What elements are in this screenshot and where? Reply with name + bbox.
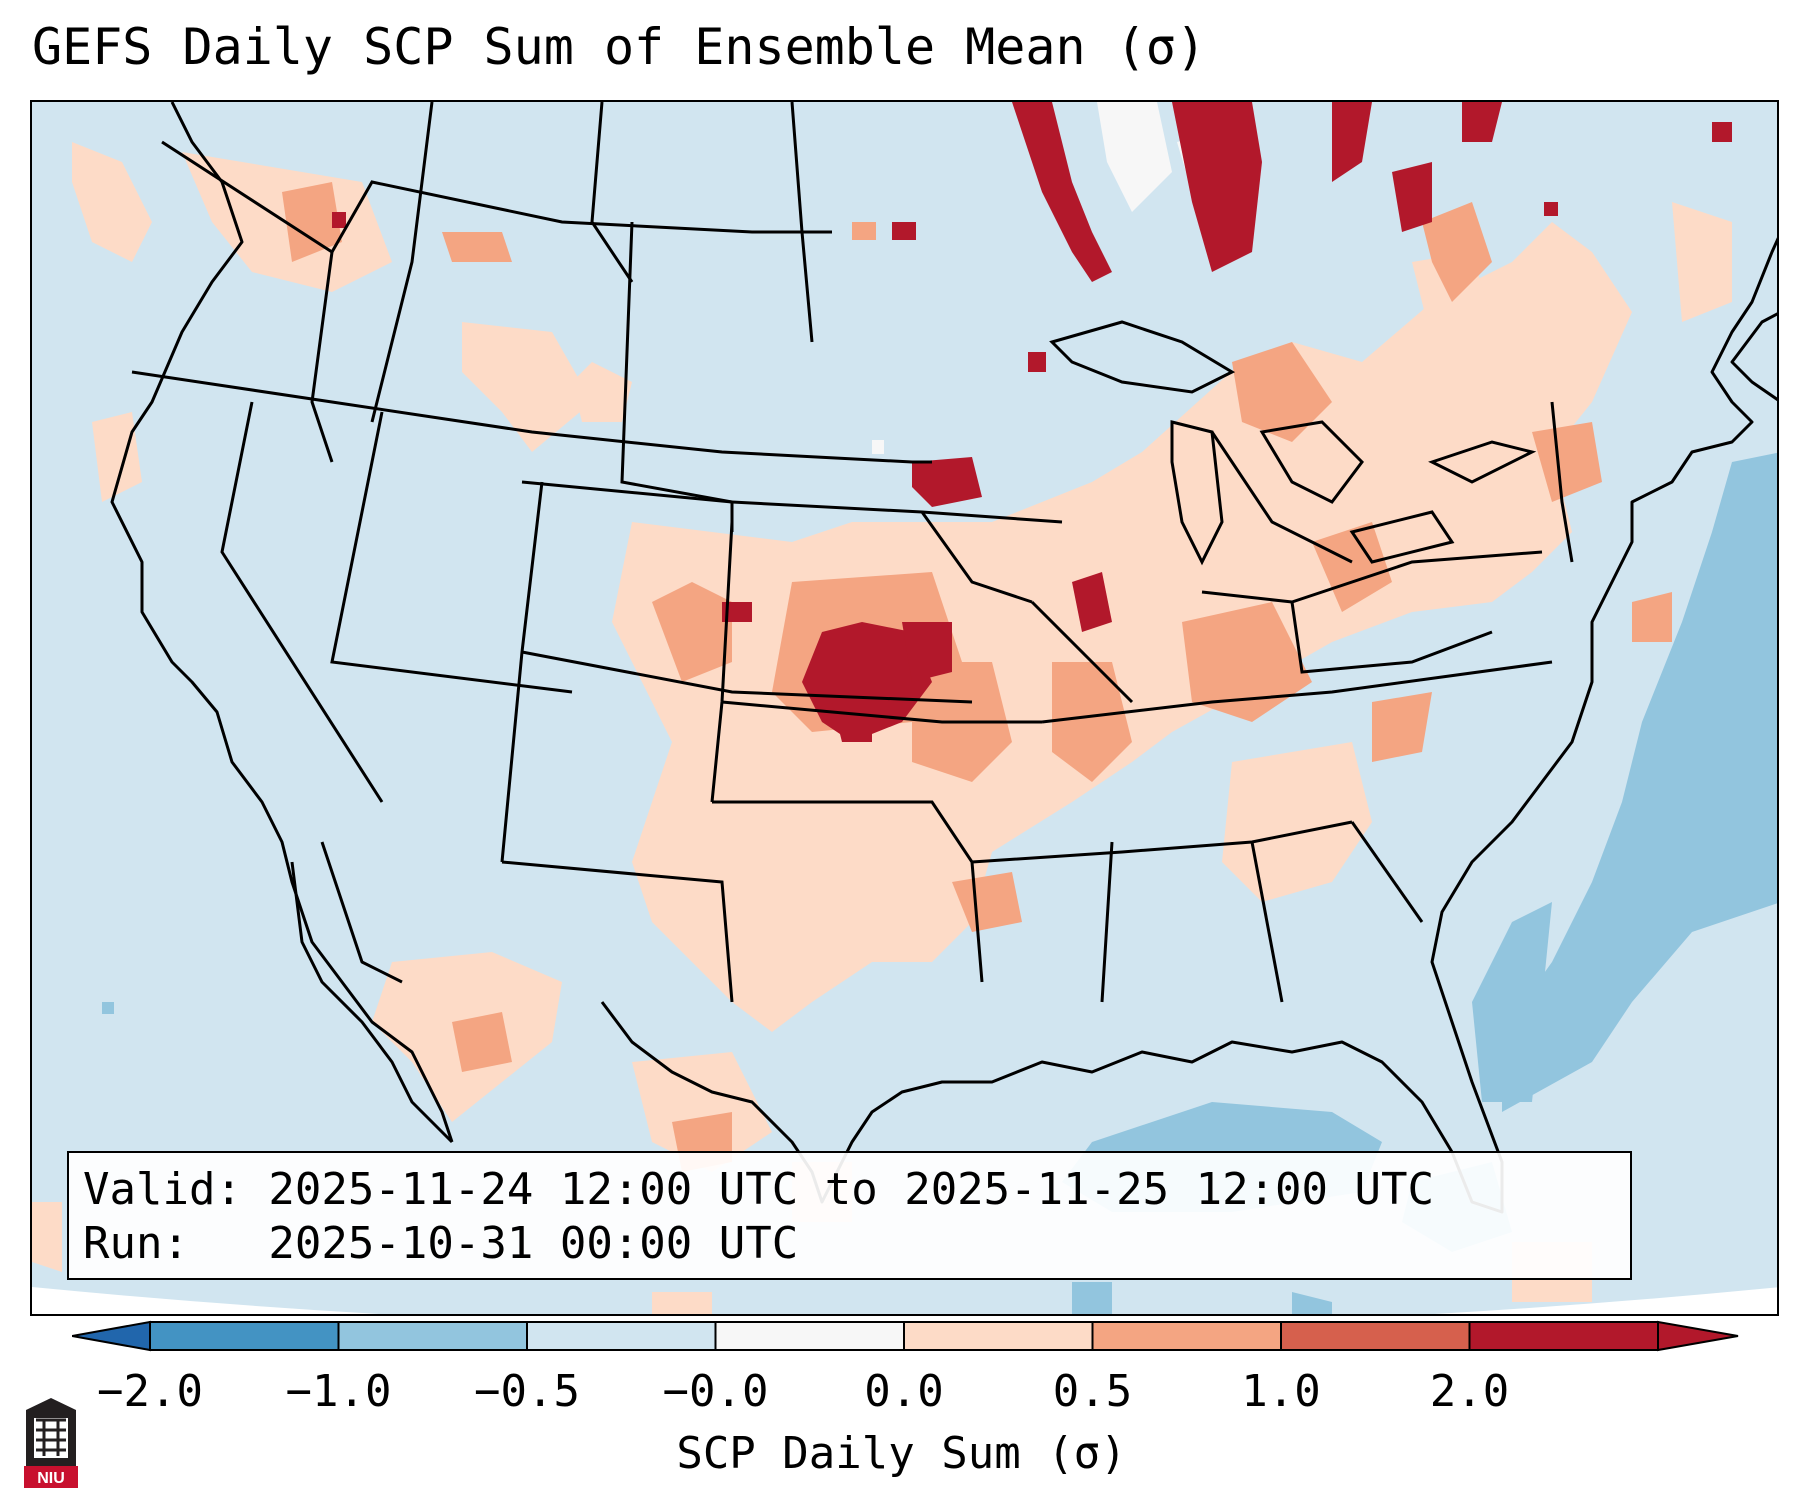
colorbar-segment xyxy=(150,1322,339,1350)
colorbar-label: SCP Daily Sum (σ) xyxy=(676,1428,1127,1479)
colorbar-segment xyxy=(1281,1322,1470,1350)
colorbar-tick-label: 0.0 xyxy=(864,1366,944,1417)
colorbar-segment xyxy=(1469,1322,1659,1350)
colorbar-segment xyxy=(715,1322,905,1350)
state-boundaries xyxy=(131,102,1574,1003)
colorbar-segment xyxy=(1092,1322,1282,1350)
colorbar-tick-label: −1.0 xyxy=(285,1366,392,1417)
strong-positive-areas xyxy=(332,102,1732,742)
map-panel xyxy=(30,100,1779,1316)
logo-banner xyxy=(24,1466,78,1488)
colorbar-segments xyxy=(72,1320,1739,1352)
colorbar-tick-label: −0.5 xyxy=(474,1366,580,1417)
colorbar-extend-high xyxy=(1657,1320,1739,1352)
map-title: GEFS Daily SCP Sum of Ensemble Mean (σ) xyxy=(32,18,1206,76)
colorbar-tick-label: 1.0 xyxy=(1241,1366,1321,1417)
great-lakes xyxy=(1049,320,1537,566)
colorbar-tick-label: 0.5 xyxy=(1052,1366,1133,1417)
colorbar-segment xyxy=(338,1322,528,1350)
colorbar-extend-low xyxy=(72,1320,151,1352)
valid-time-box: Valid: 2025-11-24 12:00 UTC to 2025-11-2… xyxy=(67,1151,1632,1280)
map-canvas xyxy=(32,102,1777,1314)
colorbar-tick-label: −0.0 xyxy=(662,1366,769,1417)
colorbar-segment xyxy=(527,1322,716,1350)
valid-line: Valid: 2025-11-24 12:00 UTC to 2025-11-2… xyxy=(83,1164,1435,1215)
run-line: Run: 2025-10-31 00:00 UTC xyxy=(83,1218,799,1269)
colorbar-outline xyxy=(149,1321,1659,1351)
colorbar xyxy=(72,1320,1739,1352)
colorbar-segment xyxy=(904,1322,1093,1350)
niu-logo: NIU xyxy=(24,1398,78,1488)
medium-positive-areas xyxy=(282,182,1672,1172)
colorbar-tick-label: 2.0 xyxy=(1429,1366,1510,1417)
colorbar-tick-label: −2.0 xyxy=(97,1366,203,1417)
logo-text: NIU xyxy=(37,1470,65,1487)
